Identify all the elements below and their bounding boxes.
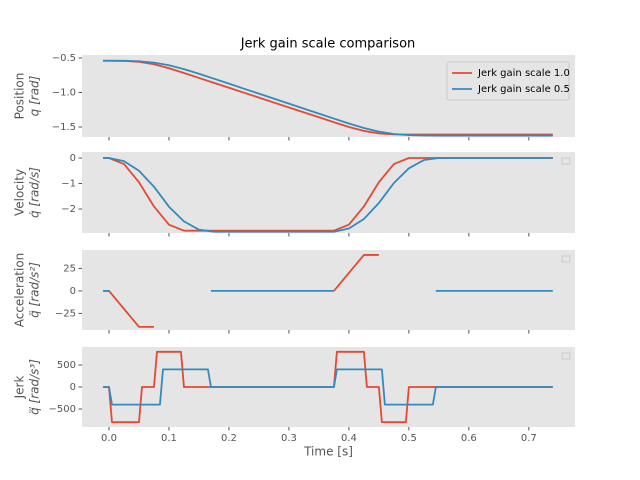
y-tick-label: 25 [63, 263, 76, 274]
empty-legend [561, 157, 571, 165]
y-tick-label: −25 [55, 308, 76, 319]
legend-label: Jerk gain scale 1.0 [477, 68, 570, 79]
x-tick-label: 0.1 [161, 433, 177, 444]
y-tick-label: 500 [57, 360, 76, 371]
series-line [102, 157, 553, 233]
legend-box [446, 61, 570, 101]
y-axis-label: Position [13, 73, 27, 120]
y-axis-label: q̈ [rad/s²] [28, 262, 42, 318]
y-tick-label: −1.0 [52, 87, 76, 98]
y-tick-label: −1.5 [52, 122, 76, 133]
y-axis-label: q̇ [rad/s] [28, 167, 42, 218]
y-tick-label: −1 [61, 179, 76, 190]
plot-area [82, 152, 575, 233]
x-tick-label: 0.4 [341, 433, 357, 444]
y-axis-label: Velocity [13, 169, 27, 216]
series-line [102, 368, 553, 406]
y-axis-label: Acceleration [13, 253, 27, 328]
y-tick-label: 0 [70, 286, 76, 297]
x-axis-label: Time [s] [303, 445, 353, 459]
series-line [102, 157, 553, 232]
empty-legend [561, 352, 571, 360]
series-line [102, 59, 553, 136]
x-tick-label: 0.3 [281, 433, 297, 444]
y-axis-label: q [rad] [28, 75, 42, 116]
y-tick-label: −500 [49, 404, 76, 415]
y-tick-label: −2 [61, 204, 76, 215]
y-axis-label: q⃛ [rad/s³] [28, 359, 42, 415]
y-axis-label: Jerk [13, 376, 27, 400]
empty-legend [561, 255, 571, 263]
x-tick-label: 0.2 [221, 433, 237, 444]
x-tick-label: 0.5 [401, 433, 417, 444]
series-line [102, 59, 553, 137]
x-tick-label: 0.6 [461, 433, 477, 444]
y-tick-label: 0 [70, 382, 76, 393]
x-tick-label: 0.0 [101, 433, 117, 444]
y-tick-label: −0.5 [52, 53, 76, 64]
y-tick-label: 0 [70, 153, 76, 164]
chart-title: Jerk gain scale comparison [240, 37, 416, 52]
legend-label: Jerk gain scale 0.5 [477, 84, 570, 95]
x-tick-label: 0.7 [521, 433, 537, 444]
